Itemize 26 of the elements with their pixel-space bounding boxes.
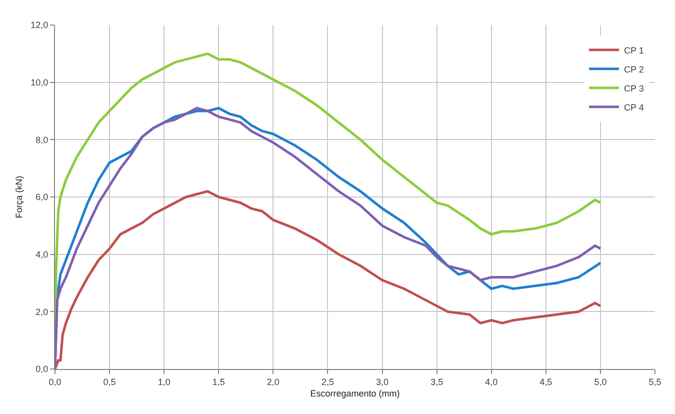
x-tick-label: 1,0 <box>158 376 170 387</box>
legend-label: CP 1 <box>624 45 644 56</box>
x-axis-title: Escorregamento (mm) <box>310 388 400 399</box>
y-tick-label: 4,0 <box>36 249 48 260</box>
y-tick-label: 12,0 <box>30 20 48 30</box>
x-tick-label: 2,0 <box>266 376 280 387</box>
x-tick-label: 2,5 <box>321 376 334 387</box>
line-series <box>55 190 602 369</box>
x-tick-label: 3,5 <box>430 376 444 387</box>
legend-label: CP 3 <box>624 83 644 94</box>
legend-label: CP 2 <box>624 64 644 74</box>
y-tick-label: 6,0 <box>36 192 48 202</box>
x-tick-label: 1,5 <box>212 376 225 387</box>
legend-label: CP 4 <box>624 102 644 112</box>
x-tick-label: 4,0 <box>485 376 498 387</box>
x-tick-label: 3,0 <box>376 376 389 387</box>
y-tick-label: 10,0 <box>30 77 48 88</box>
y-tick-label: 0,0 <box>36 364 48 374</box>
y-tick-label: 8,0 <box>36 134 48 145</box>
x-tick-label: 4,5 <box>540 376 552 387</box>
y-axis-title: Força (kN) <box>14 176 24 218</box>
y-tick-label: 2,0 <box>36 306 48 317</box>
x-tick-label: 0,0 <box>48 376 62 387</box>
x-tick-label: 5,0 <box>594 376 607 387</box>
x-tick-label: 5,5 <box>648 376 662 387</box>
x-tick-label: 0,5 <box>103 376 116 387</box>
